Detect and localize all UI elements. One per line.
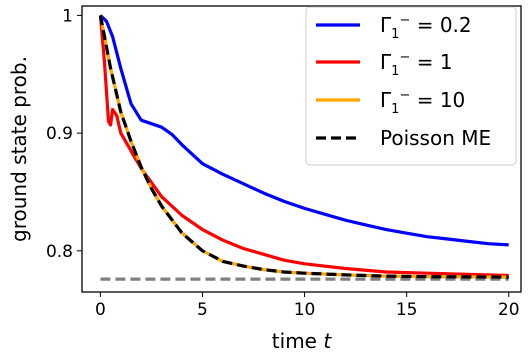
x-axis-label: time t [272,329,333,353]
y-axis-label: ground state prob. [7,56,31,242]
y-tick-label-2: 1 [62,6,73,26]
x-tick-label-3: 15 [396,300,418,320]
legend-label-3: Poisson ME [380,126,491,150]
x-tick-label-2: 10 [294,300,316,320]
series-lines-group [98,14,509,281]
legend-frame [305,6,517,166]
y-tick-label-0: 0.8 [46,242,73,262]
x-tick-label-1: 5 [197,300,208,320]
y-tick-label-1: 0.9 [46,124,73,144]
plot-frame [81,5,522,293]
series-line-0 [99,14,509,247]
x-ticks-group: 0 5 10 15 20 [95,292,520,320]
series-line-3 [98,15,509,279]
x-tick-label-0: 0 [95,300,106,320]
y-ticks-group: 0.8 0.9 1 [46,6,82,262]
series-line-1 [98,15,509,278]
legend: Γ1− = 0.2 Γ1− = 1 Γ1− = 10 Poisson ME [305,6,517,166]
x-tick-label-4: 20 [498,300,520,320]
